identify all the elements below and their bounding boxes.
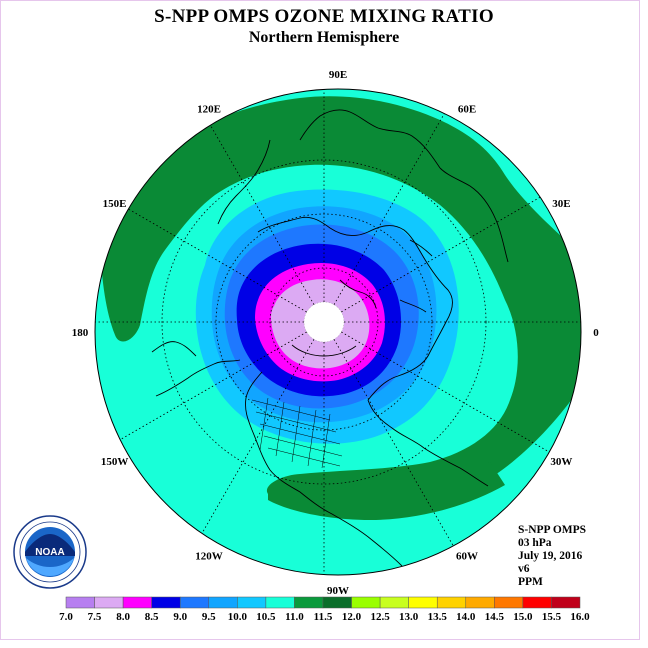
- meridian-line: [341, 331, 581, 473]
- colorbar-tick-label: 13.0: [399, 611, 419, 623]
- longitude-labels: 90E 60E 30E 0 30W 60W 90W 120W 150W 180 150E 120E: [72, 69, 600, 597]
- colorbar-swatch: [351, 596, 381, 609]
- contour-11.0-bottom: [268, 462, 505, 520]
- colorbar-tick-label: 7.0: [59, 611, 73, 623]
- colorbar-swatch: [379, 596, 409, 609]
- date-label: July 19, 2016: [518, 550, 583, 562]
- colorbar-swatch: [208, 596, 238, 609]
- noaa-logo: NOAA: [13, 515, 87, 589]
- units-label: PPM: [518, 576, 543, 588]
- colorbar-tick-label: 10.5: [256, 611, 276, 623]
- colorbar: 7.0 7.5 8.0 8.5 9.0 9.5 10.0 10.5 11.0 11.5 12.0 12…: [59, 596, 590, 623]
- colorbar-tick-label: 15.0: [513, 611, 533, 623]
- colorbar-swatch: [408, 596, 438, 609]
- version-label: v6: [518, 563, 530, 575]
- pressure-level: 03 hPa: [518, 537, 552, 549]
- colorbar-swatch: [122, 596, 152, 609]
- colorbar-tick-label: 15.5: [542, 611, 562, 623]
- colorbar-tick-label: 8.5: [145, 611, 159, 623]
- longitude-label: 90W: [327, 585, 349, 597]
- longitude-label: 60W: [456, 550, 478, 562]
- colorbar-swatch: [94, 596, 124, 609]
- colorbar-swatch: [494, 596, 524, 609]
- longitude-label: 150E: [103, 198, 127, 210]
- longitude-label: 0: [593, 327, 599, 339]
- contour-11.0-belt: [99, 96, 581, 500]
- colorbar-swatch: [294, 596, 324, 609]
- colorbar-tick-label: 14.0: [456, 611, 476, 623]
- us-state-grid: [251, 397, 343, 469]
- longitude-label: 180: [72, 327, 89, 339]
- missing-data-pole: [304, 302, 344, 342]
- longitude-label: 60E: [458, 104, 476, 116]
- colorbar-swatch: [322, 596, 352, 609]
- colorbar-swatch: [265, 596, 295, 609]
- colorbar-tick-label: 12.5: [370, 611, 390, 623]
- map-subtitle: Northern Hemisphere: [248, 29, 400, 46]
- longitude-label: 90E: [329, 69, 347, 81]
- colorbar-tick-label: 12.0: [342, 611, 362, 623]
- colorbar-swatch: [522, 596, 552, 609]
- meridian-line: [333, 339, 475, 575]
- longitude-label: 150W: [101, 456, 129, 468]
- colorbar-tick-label: 16.0: [570, 611, 590, 623]
- map-title: S-NPP OMPS OZONE MIXING RATIO: [154, 6, 494, 27]
- colorbar-swatch: [65, 596, 95, 609]
- colorbar-swatch: [551, 596, 581, 609]
- colorbar-tick-label: 14.5: [485, 611, 505, 623]
- longitude-label: 120W: [195, 550, 223, 562]
- coastlines: [151, 109, 509, 567]
- colorbar-swatch: [237, 596, 267, 609]
- longitude-label: 30E: [552, 198, 570, 210]
- instrument-label: S-NPP OMPS: [518, 524, 587, 536]
- colorbar-tick-label: 11.0: [285, 611, 304, 623]
- colorbar-swatch: [151, 596, 181, 609]
- longitude-label: 120E: [197, 104, 221, 116]
- colorbar-tick-label: 10.0: [228, 611, 248, 623]
- map-boundary: [94, 88, 582, 576]
- colorbar-tick-label: 8.0: [116, 611, 130, 623]
- longitude-label: 30W: [550, 456, 572, 468]
- colorbar-swatch: [436, 596, 467, 609]
- colorbar-tick-label: 9.5: [202, 611, 216, 623]
- colorbar-tick-label: 7.5: [88, 611, 102, 623]
- colorbar-tick-label: 13.5: [428, 611, 448, 623]
- colorbar-swatch: [465, 596, 495, 609]
- colorbar-swatch: [179, 596, 210, 609]
- colorbar-tick-label: 11.5: [314, 611, 333, 623]
- noaa-logo-text: NOAA: [35, 547, 64, 558]
- page-frame: [0, 0, 640, 640]
- info-block: S-NPP OMPS 03 hPa July 19, 2016 v6 PPM: [518, 524, 586, 589]
- colorbar-tick-label: 9.0: [173, 611, 187, 623]
